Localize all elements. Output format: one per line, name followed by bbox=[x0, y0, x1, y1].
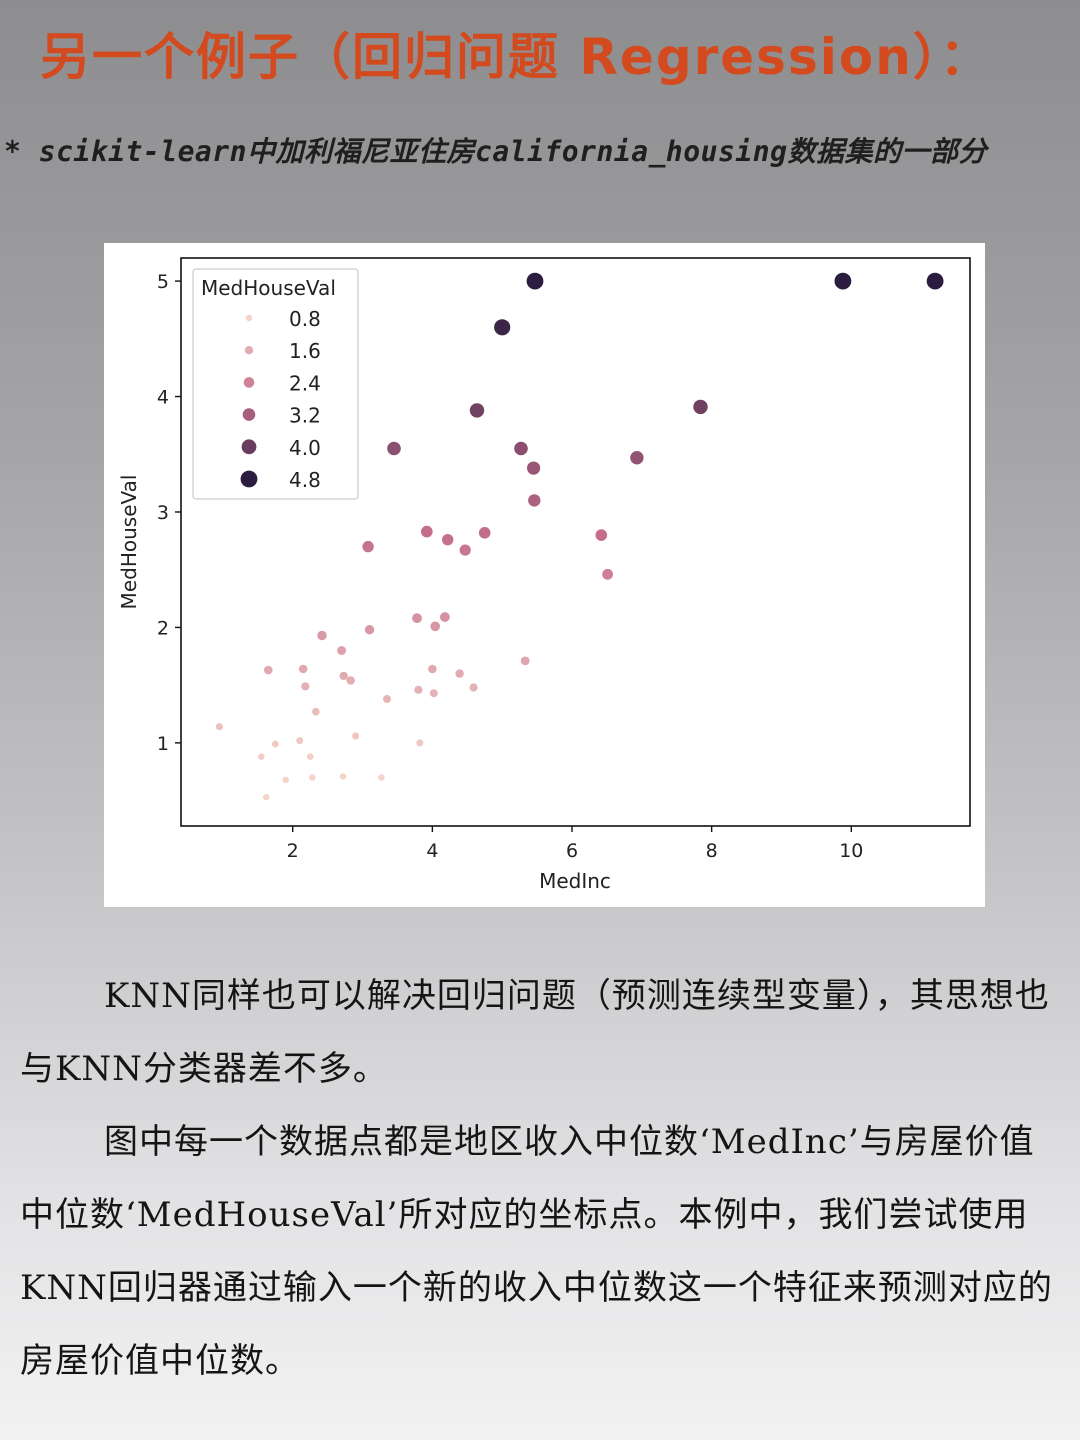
legend-marker bbox=[241, 439, 257, 455]
data-point bbox=[442, 534, 454, 546]
data-point bbox=[412, 613, 422, 624]
data-point bbox=[346, 676, 355, 685]
legend-entry-label: 4.0 bbox=[289, 436, 321, 460]
data-point bbox=[520, 656, 530, 666]
data-point bbox=[421, 525, 433, 538]
y-tick-label: 3 bbox=[157, 502, 169, 524]
y-tick-label: 5 bbox=[157, 271, 169, 293]
data-point bbox=[526, 272, 544, 290]
legend-marker bbox=[244, 346, 254, 355]
data-point bbox=[469, 403, 485, 418]
x-ticks: 2 4 6 8 10 bbox=[287, 826, 863, 862]
legend-box bbox=[192, 268, 359, 500]
data-point bbox=[430, 621, 441, 632]
data-point bbox=[258, 753, 265, 760]
points-layer bbox=[215, 272, 944, 801]
data-point bbox=[264, 665, 273, 675]
paragraph-description: 图中每一个数据点都是地区收入中位数‘MedInc’与房屋价值中位数‘MedHou… bbox=[20, 1122, 1053, 1381]
data-point bbox=[378, 774, 385, 781]
data-point bbox=[298, 664, 308, 674]
y-axis-label: MedHouseVal bbox=[117, 475, 141, 610]
page-subtitle: * scikit-learn中加利福尼亚住房california_housing… bbox=[4, 135, 987, 168]
data-point bbox=[459, 544, 471, 556]
x-tick-label: 10 bbox=[839, 840, 863, 862]
data-point bbox=[416, 739, 424, 747]
data-point bbox=[317, 630, 327, 641]
data-point bbox=[282, 776, 289, 783]
data-point bbox=[387, 441, 401, 456]
data-point bbox=[428, 664, 437, 674]
data-point bbox=[455, 669, 464, 678]
data-point bbox=[440, 612, 450, 622]
data-point bbox=[595, 529, 608, 541]
plot-frame bbox=[180, 257, 971, 827]
data-point bbox=[926, 272, 944, 290]
data-point bbox=[527, 461, 541, 475]
legend-marker bbox=[240, 470, 258, 488]
data-point bbox=[602, 568, 613, 580]
data-point bbox=[429, 689, 438, 698]
y-ticks: 1 2 3 4 5 bbox=[157, 271, 181, 755]
y-tick-label: 1 bbox=[157, 733, 169, 755]
y-tick-label: 2 bbox=[157, 617, 169, 639]
legend: MedHouseVal 0.8 1.6 2.4 3.2 4.0 4.8 bbox=[192, 268, 359, 500]
x-tick-label: 6 bbox=[566, 840, 578, 862]
data-point bbox=[469, 683, 478, 692]
x-tick-label: 2 bbox=[287, 840, 299, 862]
data-point bbox=[263, 793, 270, 801]
x-tick-label: 8 bbox=[706, 840, 718, 862]
legend-entry-label: 4.8 bbox=[289, 468, 321, 492]
data-point bbox=[352, 732, 360, 740]
data-point bbox=[271, 740, 279, 748]
data-point bbox=[339, 773, 347, 780]
data-point bbox=[364, 625, 375, 635]
legend-marker bbox=[245, 314, 253, 322]
data-point bbox=[383, 695, 391, 703]
data-point bbox=[215, 723, 223, 731]
legend-entry-label: 0.8 bbox=[289, 307, 321, 331]
paragraph-intro: KNN同样也可以解决回归问题（预测连续型变量），其思想也与KNN分类器差不多。 bbox=[20, 976, 1050, 1089]
data-point bbox=[528, 494, 541, 507]
legend-entries: 0.8 1.6 2.4 3.2 4.0 4.8 bbox=[240, 307, 321, 492]
legend-title: MedHouseVal bbox=[201, 276, 336, 300]
legend-entry-label: 1.6 bbox=[289, 339, 321, 363]
legend-entry-label: 2.4 bbox=[289, 371, 321, 395]
data-point bbox=[312, 707, 320, 716]
data-point bbox=[630, 451, 644, 465]
data-point bbox=[362, 540, 374, 553]
x-axis-label: MedInc bbox=[539, 869, 611, 893]
data-point bbox=[514, 441, 528, 456]
data-point bbox=[301, 682, 310, 691]
data-point bbox=[296, 737, 304, 745]
data-point bbox=[306, 753, 314, 760]
data-point bbox=[693, 399, 708, 415]
legend-marker bbox=[242, 408, 256, 421]
data-point bbox=[834, 272, 852, 290]
page-title: 另一个例子（回归问题 Regression）： bbox=[40, 28, 992, 86]
data-point bbox=[337, 646, 347, 655]
data-point bbox=[494, 319, 511, 336]
legend-entry-label: 3.2 bbox=[289, 404, 321, 428]
legend-marker bbox=[243, 377, 255, 388]
data-point bbox=[339, 671, 348, 681]
data-point bbox=[309, 774, 316, 781]
data-point bbox=[414, 685, 423, 694]
y-tick-label: 4 bbox=[157, 387, 169, 409]
x-tick-label: 4 bbox=[426, 840, 438, 862]
data-point bbox=[478, 527, 491, 539]
